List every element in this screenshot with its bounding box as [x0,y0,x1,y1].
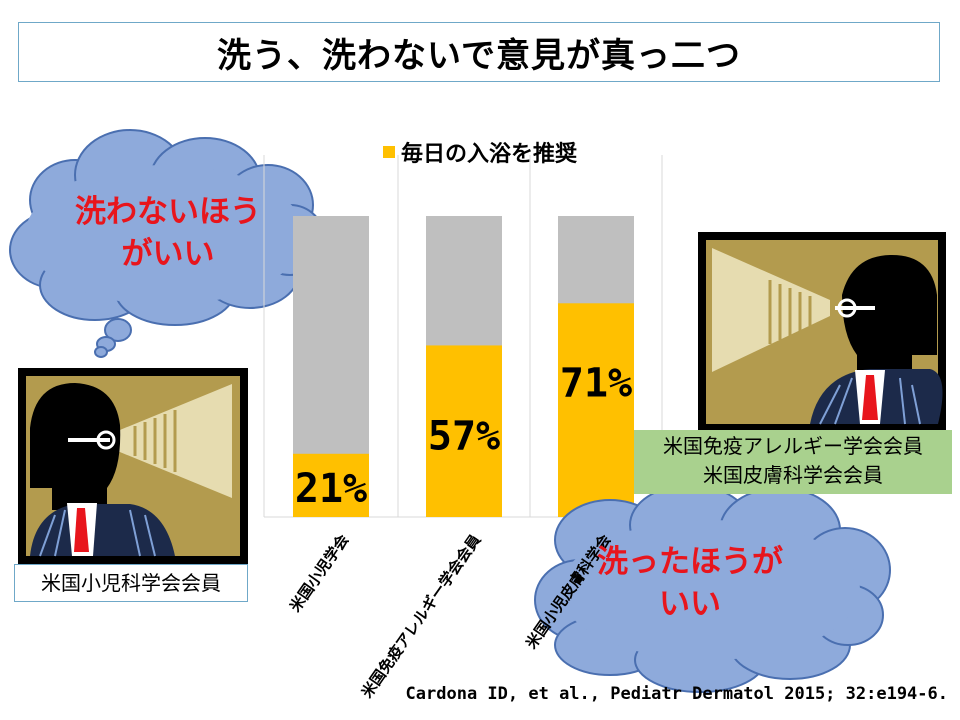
left-person-label: 米国小児科学会会員 [14,564,248,602]
right-person-label: 米国免疫アレルギー学会会員 米国皮膚科学会会員 [634,430,952,494]
right-cloud-line2: いい [659,585,721,622]
left-thought-cloud [9,129,326,358]
bar-recommend [426,345,502,517]
left-cloud-line1: 洗わないほう [75,194,261,230]
bar-data-label: 21% [295,466,367,512]
left-person-label-text: 米国小児科学会会員 [41,571,221,595]
right-cloud-line1: 洗ったほうが [597,544,783,580]
bar-recommend [558,303,634,517]
title-box: 洗う、洗わないで意見が真っ二つ [18,22,940,82]
chart-legend: 毎日の入浴を推奨 [383,136,577,168]
bar-group [293,216,634,517]
left-cloud-line2: がいい [121,235,215,272]
right-cloud-text: 洗ったほうが いい [570,542,810,626]
left-cloud-text: 洗わないほう がいい [48,192,288,276]
bar-data-label: 71% [560,360,632,406]
page-title: 洗う、洗わないで意見が真っ二つ [217,35,741,76]
legend-label: 毎日の入浴を推奨 [401,142,578,167]
right-person-label-line1: 米国免疫アレルギー学会会員 [663,434,923,458]
bar-data-label: 57% [428,413,500,459]
right-person-label-line2: 米国皮膚科学会会員 [703,463,883,487]
left-person-illustration [18,368,248,564]
right-person-illustration [698,232,946,432]
legend-swatch [383,146,395,158]
bar-recommend [293,453,369,517]
bar-label-group: 21% 57% 71% [295,360,632,512]
citation: Cardona ID, et al., Pediatr Dermatol 201… [405,684,948,704]
